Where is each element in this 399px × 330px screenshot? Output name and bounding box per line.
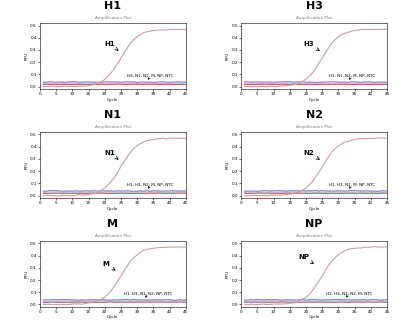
X-axis label: Cycle: Cycle	[308, 207, 320, 211]
Y-axis label: RFU: RFU	[25, 270, 29, 278]
Text: M: M	[102, 261, 115, 270]
Title: N1: N1	[104, 110, 121, 120]
Y-axis label: RFU: RFU	[25, 161, 29, 169]
Text: H3, N1, N2, M, NP, NTC: H3, N1, N2, M, NP, NTC	[127, 74, 174, 79]
Text: H1, N1, N2, M, NP, NTC: H1, N1, N2, M, NP, NTC	[329, 74, 375, 79]
Text: Amplification Plot: Amplification Plot	[95, 16, 131, 20]
Title: M: M	[107, 219, 119, 229]
Y-axis label: RFU: RFU	[226, 161, 230, 169]
Y-axis label: RFU: RFU	[226, 52, 230, 60]
Text: N2: N2	[303, 150, 319, 159]
Text: H1, H3, N1, M, NP, NTC: H1, H3, N1, M, NP, NTC	[329, 183, 375, 188]
Y-axis label: RFU: RFU	[25, 52, 29, 60]
Text: Amplification Plot: Amplification Plot	[296, 234, 332, 238]
Text: N1: N1	[105, 150, 118, 159]
Text: H1, H3, N1, N2, NP, NTC: H1, H3, N1, N2, NP, NTC	[124, 292, 173, 297]
X-axis label: Cycle: Cycle	[308, 98, 320, 102]
X-axis label: Cycle: Cycle	[107, 98, 119, 102]
Text: H1, H3, N1, N2, M, NTC: H1, H3, N1, N2, M, NTC	[326, 292, 372, 297]
Title: NP: NP	[305, 219, 323, 229]
Text: H3: H3	[303, 41, 319, 50]
Text: Amplification Plot: Amplification Plot	[296, 125, 332, 129]
Text: Amplification Plot: Amplification Plot	[95, 234, 131, 238]
Title: N2: N2	[306, 110, 323, 120]
Text: H1: H1	[105, 41, 118, 50]
Title: H3: H3	[306, 1, 322, 11]
X-axis label: Cycle: Cycle	[107, 207, 119, 211]
Title: H1: H1	[104, 1, 121, 11]
Y-axis label: RFU: RFU	[226, 270, 230, 278]
Text: Amplification Plot: Amplification Plot	[95, 125, 131, 129]
Text: NP: NP	[298, 254, 313, 263]
Text: Amplification Plot: Amplification Plot	[296, 16, 332, 20]
X-axis label: Cycle: Cycle	[107, 315, 119, 319]
Text: H1, H3, N2, M, NP, NTC: H1, H3, N2, M, NP, NTC	[127, 183, 174, 188]
X-axis label: Cycle: Cycle	[308, 315, 320, 319]
